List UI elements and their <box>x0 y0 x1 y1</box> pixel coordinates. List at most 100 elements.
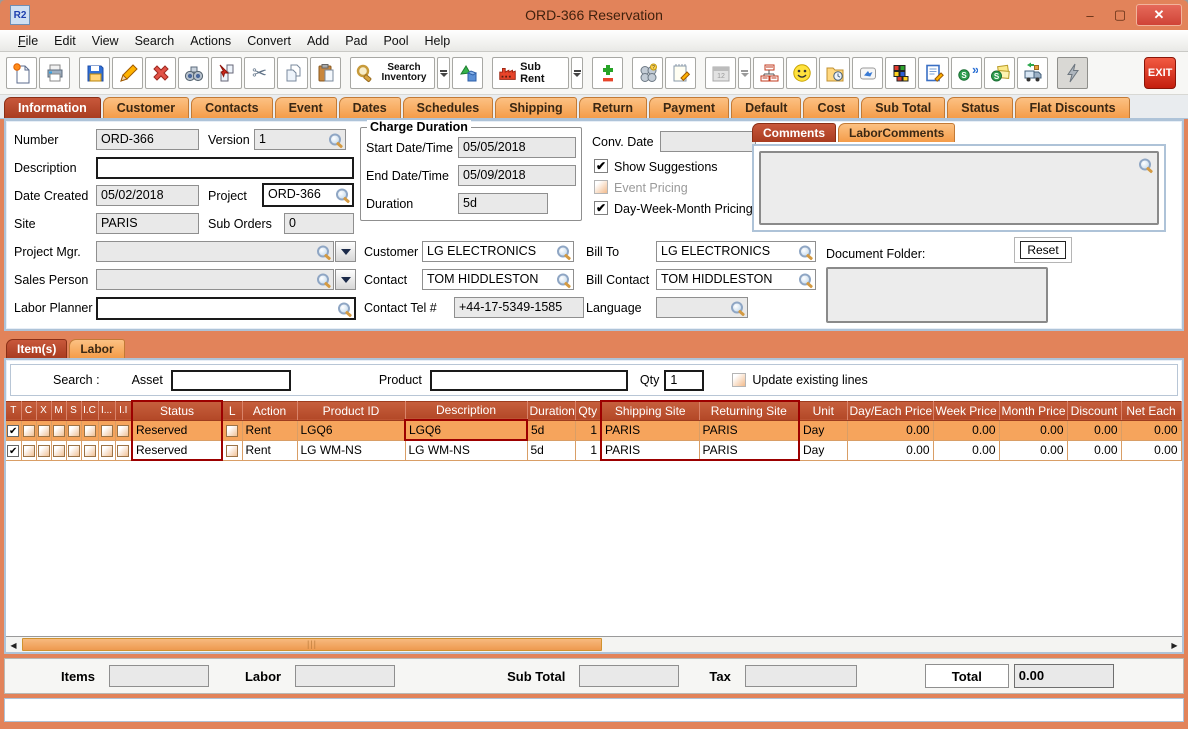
project-mgr-field[interactable] <box>96 241 334 262</box>
close-button[interactable]: ✕ <box>1136 4 1182 26</box>
document-folder-box[interactable] <box>826 267 1048 323</box>
row2-description[interactable]: LG WM-NS <box>405 440 528 461</box>
schedule-calendar-button[interactable]: 12 <box>705 57 737 89</box>
description-field[interactable] <box>96 157 354 179</box>
menu-add[interactable]: Add <box>306 33 330 48</box>
tab-dates[interactable]: Dates <box>338 97 401 118</box>
contact-field[interactable]: TOM HIDDLESTON <box>422 269 574 290</box>
item-row-1[interactable]: Reserved Rent LGQ6 LGQ6 5d 1 PARIS PARIS… <box>6 419 1182 441</box>
col-returning-site[interactable]: Returning Site <box>699 400 800 421</box>
asset-input[interactable] <box>170 369 291 391</box>
bill-contact-lookup-icon[interactable] <box>798 272 813 287</box>
minimize-button[interactable]: – <box>1086 7 1094 23</box>
row2-day-each-price[interactable]: 0.00 <box>847 440 934 461</box>
col-description[interactable]: Description <box>405 400 528 421</box>
tab-payment[interactable]: Payment <box>648 97 730 118</box>
row2-s-checkbox[interactable] <box>67 444 80 457</box>
col-ic[interactable]: I.C <box>81 400 99 421</box>
send-invoice-button[interactable]: S» <box>951 57 983 89</box>
tab-flat-discounts[interactable]: Flat Discounts <box>1015 97 1130 118</box>
row1-ic-checkbox[interactable] <box>83 424 96 437</box>
contact-lookup-icon[interactable] <box>556 272 571 287</box>
col-m[interactable]: M <box>51 400 67 421</box>
row1-ii-checkbox[interactable] <box>117 424 130 437</box>
col-duration[interactable]: Duration <box>527 400 576 421</box>
row2-l-checkbox[interactable] <box>226 444 239 457</box>
customer-lookup-icon[interactable] <box>556 244 571 259</box>
product-blocks-button[interactable] <box>885 57 917 89</box>
col-product-id[interactable]: Product ID <box>297 400 406 421</box>
schedule-calendar-dropdown[interactable] <box>738 57 752 89</box>
transfer-document-button[interactable] <box>211 57 242 89</box>
row1-x-checkbox[interactable] <box>37 424 50 437</box>
menu-view[interactable]: View <box>91 33 119 48</box>
row1-status[interactable]: Reserved <box>131 420 223 441</box>
shipping-truck-button[interactable] <box>1017 57 1049 89</box>
tab-labor[interactable]: Labor <box>69 339 125 358</box>
tab-return[interactable]: Return <box>578 97 647 118</box>
item-row-2[interactable]: Reserved Rent LG WM-NS LG WM-NS 5d 1 PAR… <box>6 440 1182 461</box>
tab-comments[interactable]: Comments <box>752 123 837 142</box>
maximize-button[interactable]: ▢ <box>1113 7 1127 22</box>
row1-description[interactable]: LGQ6 <box>404 419 528 441</box>
project-mgr-lookup-icon[interactable] <box>316 244 331 259</box>
row1-week-price[interactable]: 0.00 <box>933 420 1000 441</box>
invoice-notes-button[interactable]: S <box>984 57 1016 89</box>
col-net-each[interactable]: Net Each <box>1121 400 1182 421</box>
row1-month-price[interactable]: 0.00 <box>999 420 1068 441</box>
tab-default[interactable]: Default <box>731 97 802 118</box>
col-month-price[interactable]: Month Price <box>999 400 1068 421</box>
horizontal-scrollbar[interactable]: ◀ ▶ <box>6 636 1182 652</box>
row2-x-checkbox[interactable] <box>37 444 50 457</box>
language-field[interactable] <box>656 297 748 318</box>
row1-s-checkbox[interactable] <box>67 424 80 437</box>
row2-qty[interactable]: 1 <box>575 440 602 461</box>
col-x[interactable]: X <box>36 400 52 421</box>
show-suggestions-checkbox[interactable] <box>594 159 608 173</box>
project-mgr-dropdown[interactable] <box>335 241 356 262</box>
sales-person-field[interactable] <box>96 269 334 290</box>
labor-planner-field[interactable] <box>96 297 356 320</box>
col-shipping-site[interactable]: Shipping Site <box>600 400 700 421</box>
col-status[interactable]: Status <box>131 400 223 421</box>
row2-duration[interactable]: 5d <box>527 440 576 461</box>
col-week-price[interactable]: Week Price <box>933 400 1000 421</box>
row2-m-checkbox[interactable] <box>52 444 65 457</box>
col-action[interactable]: Action <box>242 400 298 421</box>
labor-planner-lookup-icon[interactable] <box>337 301 352 316</box>
version-field[interactable]: 1 <box>254 129 346 150</box>
tab-subtotal[interactable]: Sub Total <box>861 97 946 118</box>
row1-discount[interactable]: 0.00 <box>1067 420 1122 441</box>
row1-product-id[interactable]: LGQ6 <box>297 420 406 441</box>
new-document-button[interactable] <box>6 57 37 89</box>
save-button[interactable] <box>79 57 110 89</box>
row2-week-price[interactable]: 0.00 <box>933 440 1000 461</box>
comments-textarea[interactable] <box>759 151 1159 225</box>
col-c[interactable]: C <box>21 400 37 421</box>
row1-shipping-site[interactable]: PARIS <box>600 420 700 441</box>
customer-field[interactable]: LG ELECTRONICS <box>422 241 574 262</box>
row2-discount[interactable]: 0.00 <box>1067 440 1122 461</box>
horizontal-scroll-thumb[interactable] <box>22 638 602 651</box>
col-qty[interactable]: Qty <box>575 400 602 421</box>
history-folder-button[interactable] <box>819 57 851 89</box>
row1-duration[interactable]: 5d <box>527 420 576 441</box>
row2-shipping-site[interactable]: PARIS <box>600 440 700 461</box>
bill-to-lookup-icon[interactable] <box>798 244 813 259</box>
find-button[interactable] <box>178 57 209 89</box>
row2-idots-checkbox[interactable] <box>100 444 113 457</box>
row2-returning-site[interactable]: PARIS <box>699 440 800 461</box>
edit-button[interactable] <box>112 57 143 89</box>
row1-day-each-price[interactable]: 0.00 <box>847 420 934 441</box>
bill-contact-field[interactable]: TOM HIDDLESTON <box>656 269 816 290</box>
tab-information[interactable]: Information <box>4 97 101 118</box>
search-inventory-dropdown[interactable] <box>437 57 450 89</box>
row1-m-checkbox[interactable] <box>52 424 65 437</box>
paste-button[interactable] <box>310 57 341 89</box>
exit-button[interactable]: EXIT <box>1144 57 1176 89</box>
sales-person-lookup-icon[interactable] <box>316 272 331 287</box>
language-lookup-icon[interactable] <box>730 300 745 315</box>
sub-rent-dropdown[interactable] <box>571 57 584 89</box>
print-button[interactable] <box>39 57 70 89</box>
delete-button[interactable] <box>145 57 176 89</box>
